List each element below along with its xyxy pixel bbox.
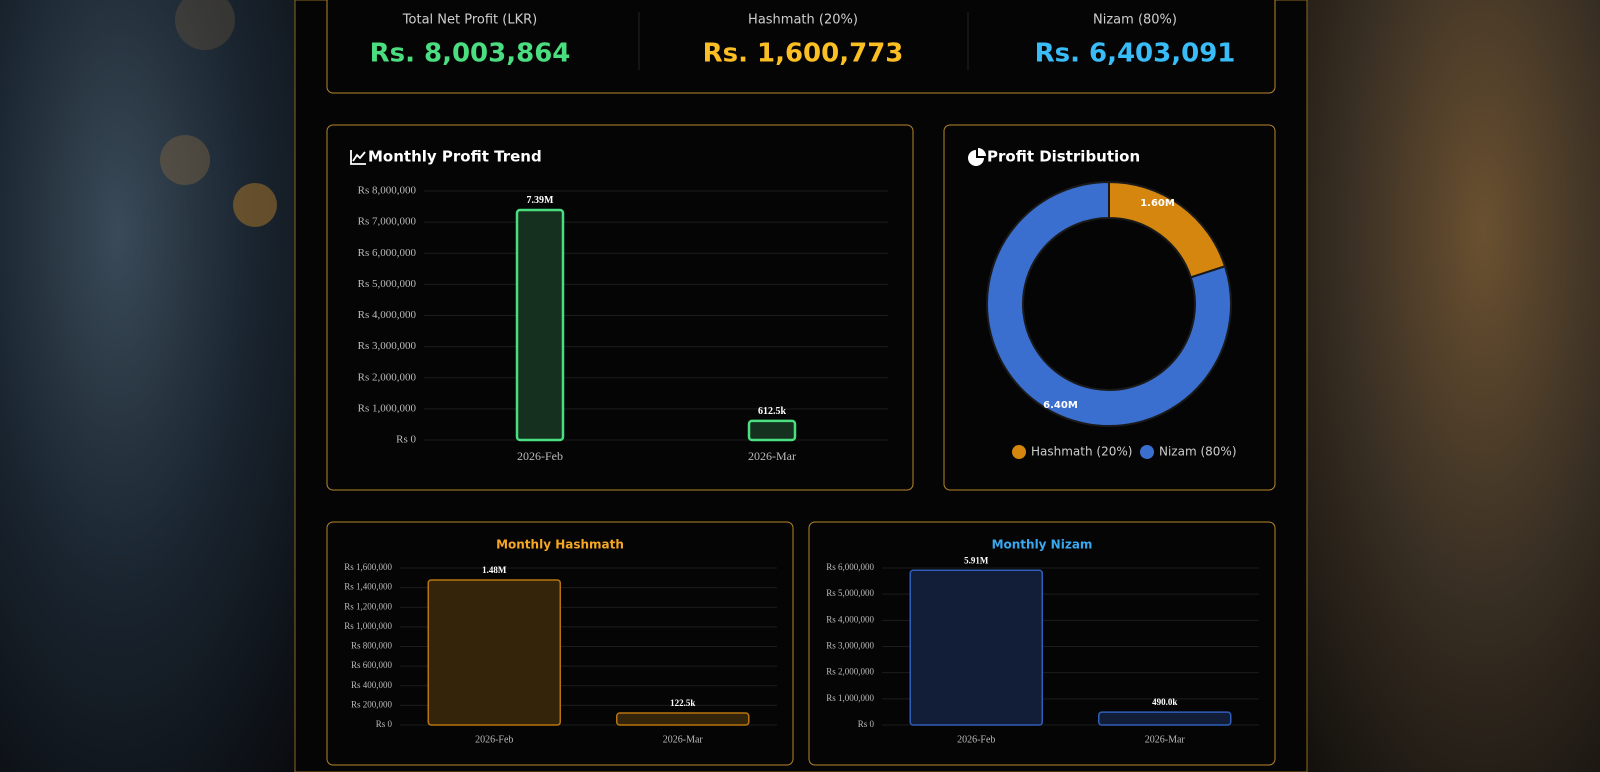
- x-tick-label: 2026-Mar: [1145, 734, 1186, 745]
- y-tick-label: Rs 0: [858, 719, 875, 729]
- y-tick-label: Rs 800,000: [351, 641, 393, 651]
- x-tick-label: 2026-Feb: [957, 734, 995, 745]
- background-left: [0, 0, 295, 772]
- stat-label: Total Net Profit (LKR): [402, 13, 537, 28]
- y-tick-label: Rs 1,000,000: [344, 621, 392, 631]
- bokeh: [233, 183, 277, 227]
- x-tick-label: 2026-Mar: [663, 734, 704, 745]
- x-tick-label: 2026-Mar: [748, 449, 796, 463]
- y-tick-label: Rs 0: [396, 434, 416, 446]
- y-tick-label: Rs 1,200,000: [344, 601, 392, 611]
- data-label: 1.60M: [1140, 198, 1175, 209]
- stat-value: Rs. 1,600,773: [703, 39, 904, 69]
- bar: [616, 712, 750, 726]
- chart-title: Monthly Hashmath: [496, 538, 624, 552]
- y-tick-label: Rs 5,000,000: [358, 278, 417, 290]
- data-label: 7.39M: [527, 195, 555, 206]
- y-tick-label: Rs 1,400,000: [344, 582, 392, 592]
- chart-icon: [350, 150, 366, 165]
- y-tick-label: Rs 1,600,000: [344, 562, 392, 572]
- stat-value: Rs. 8,003,864: [370, 39, 571, 69]
- x-tick-label: 2026-Feb: [475, 734, 513, 745]
- bar: [909, 569, 1043, 726]
- y-tick-label: Rs 2,000,000: [358, 371, 417, 383]
- data-label: 5.91M: [964, 555, 989, 565]
- pie-icon: [968, 148, 986, 166]
- y-tick-label: Rs 400,000: [351, 680, 393, 690]
- stat-label: Hashmath (20%): [748, 13, 858, 28]
- y-tick-label: Rs 6,000,000: [826, 562, 874, 572]
- y-tick-label: Rs 8,000,000: [358, 185, 417, 197]
- legend-label: Nizam (80%): [1159, 445, 1237, 459]
- y-tick-label: Rs 600,000: [351, 660, 393, 670]
- bar: [427, 579, 561, 726]
- chart-title: Monthly Nizam: [992, 538, 1093, 552]
- y-tick-label: Rs 1,000,000: [358, 402, 417, 414]
- y-tick-label: Rs 1,000,000: [826, 693, 874, 703]
- bar: [747, 419, 797, 442]
- chart-title: Monthly Profit Trend: [368, 148, 542, 166]
- y-tick-label: Rs 5,000,000: [826, 588, 874, 598]
- stat-value: Rs. 6,403,091: [1035, 39, 1236, 69]
- bokeh: [160, 135, 210, 185]
- x-tick-label: 2026-Feb: [517, 449, 563, 463]
- chart-title: Profit Distribution: [987, 148, 1140, 166]
- stats-card: [326, 0, 1276, 94]
- y-tick-label: Rs 3,000,000: [826, 641, 874, 651]
- legend-label: Hashmath (20%): [1031, 445, 1132, 459]
- y-tick-label: Rs 0: [376, 719, 393, 729]
- y-tick-label: Rs 4,000,000: [826, 614, 874, 624]
- y-tick-label: Rs 6,000,000: [358, 247, 417, 259]
- bokeh: [175, 0, 235, 50]
- y-tick-label: Rs 200,000: [351, 699, 393, 709]
- bar: [1098, 711, 1232, 726]
- background-right: [1307, 0, 1600, 772]
- chart-card: [326, 124, 914, 491]
- y-tick-label: Rs 2,000,000: [826, 667, 874, 677]
- data-label: 612.5k: [758, 406, 787, 417]
- legend-swatch: [1012, 445, 1026, 459]
- data-label: 6.40M: [1043, 400, 1078, 411]
- data-label: 490.0k: [1152, 697, 1177, 707]
- data-label: 122.5k: [670, 698, 695, 708]
- bar: [515, 208, 565, 442]
- stat-label: Nizam (80%): [1093, 13, 1177, 28]
- y-tick-label: Rs 7,000,000: [358, 216, 417, 228]
- legend-swatch: [1140, 445, 1154, 459]
- y-tick-label: Rs 3,000,000: [358, 340, 417, 352]
- y-tick-label: Rs 4,000,000: [358, 309, 417, 321]
- data-label: 1.48M: [482, 565, 507, 575]
- pie-slice: [986, 180, 1232, 427]
